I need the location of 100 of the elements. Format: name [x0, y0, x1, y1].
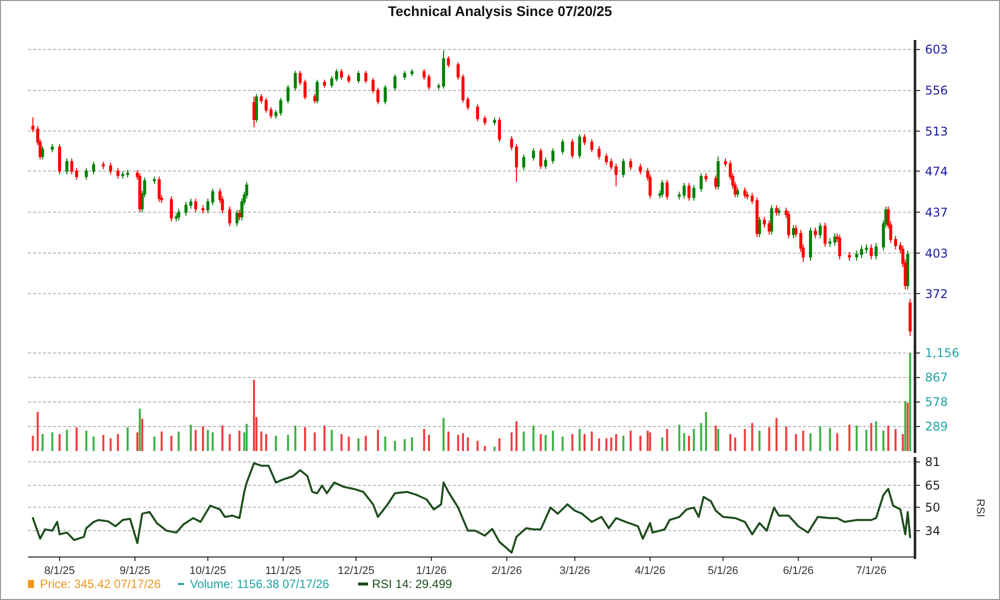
bar [376, 430, 379, 451]
candlestick [809, 226, 812, 262]
candlestick [364, 70, 368, 84]
candlestick [189, 198, 192, 210]
y-tick-label: 437 [925, 205, 948, 220]
x-tick-label: 3/1/26 [559, 565, 590, 577]
bar [540, 434, 542, 451]
candlestick [410, 68, 414, 77]
bar [170, 436, 172, 451]
bar [36, 412, 39, 451]
bar [729, 434, 732, 451]
candlestick [864, 244, 868, 254]
bar [442, 418, 445, 451]
bar [141, 418, 144, 451]
x-tick-label: 11/1/25 [265, 565, 302, 577]
candlestick [116, 167, 120, 180]
bar [423, 428, 426, 451]
bar [758, 430, 760, 451]
chart-title: Technical Analysis Since 07/20/25 [388, 3, 612, 19]
candlestick [787, 210, 790, 239]
candlestick [622, 158, 625, 178]
candlestick [298, 70, 302, 86]
bar [734, 437, 736, 451]
candlestick [75, 167, 78, 180]
bar [116, 434, 119, 451]
bar [836, 433, 838, 451]
bar [206, 430, 209, 451]
candlestick [544, 156, 548, 170]
bar [906, 402, 909, 451]
candlestick [590, 138, 594, 153]
candlestick [322, 79, 326, 88]
x-tick-label: 1/1/26 [416, 565, 447, 577]
candlestick [340, 68, 343, 80]
candlestick [70, 158, 74, 175]
bar [253, 380, 256, 451]
candlestick [743, 186, 746, 199]
bar [358, 438, 360, 451]
candlestick [102, 161, 105, 170]
y-tick-label: 289 [925, 420, 948, 434]
candlestick [235, 209, 238, 227]
bar [785, 426, 788, 451]
candlestick [736, 186, 740, 198]
bar [138, 408, 141, 451]
bar [498, 438, 500, 451]
candlestick [84, 167, 88, 180]
candlestick [828, 238, 832, 248]
bar [605, 438, 608, 451]
bar [562, 436, 564, 451]
y-tick-label: 34 [925, 524, 940, 538]
y-tick-label: 372 [925, 286, 948, 301]
candlestick [614, 163, 618, 187]
bar [630, 430, 632, 451]
candlestick [65, 158, 68, 175]
y-tick-label: 65 [925, 478, 940, 493]
bar [646, 430, 649, 451]
bar [476, 440, 479, 451]
candlestick [384, 84, 387, 105]
candlestick [660, 179, 664, 198]
candlestick [774, 204, 778, 216]
bar [887, 426, 890, 451]
bar [714, 426, 717, 451]
bar [522, 432, 525, 451]
candlestick [833, 232, 836, 246]
bar [66, 430, 68, 451]
candlestick [58, 144, 62, 175]
bar [410, 437, 413, 451]
candlestick [583, 134, 586, 146]
bar [510, 432, 513, 451]
x-tick-label: 6/1/26 [783, 565, 814, 577]
candlestick [493, 117, 496, 126]
bar [76, 427, 78, 451]
candlestick [294, 70, 297, 91]
bar [683, 433, 686, 451]
bar [136, 432, 138, 451]
candlestick [870, 244, 873, 260]
bar [404, 439, 406, 451]
x-tick-label: 2/1/26 [491, 565, 522, 577]
bar [294, 426, 296, 451]
bar [810, 433, 812, 451]
candlestick [532, 148, 535, 162]
candlestick [286, 84, 290, 104]
bar [221, 426, 224, 451]
bar [194, 430, 197, 451]
line-series [32, 462, 912, 554]
bar [875, 421, 878, 451]
bar [447, 432, 450, 451]
bar [692, 428, 695, 451]
x-tick-label: 9/1/25 [120, 565, 150, 577]
bar [578, 428, 581, 451]
candlestick [50, 144, 54, 153]
bar [717, 428, 720, 451]
candlestick [442, 50, 446, 90]
candlestick [252, 96, 256, 128]
bar [92, 436, 95, 451]
candlestick [158, 176, 161, 202]
candlestick [270, 106, 273, 120]
bar [639, 436, 642, 451]
bar [584, 434, 586, 451]
bar [904, 400, 906, 451]
bar [428, 434, 430, 451]
